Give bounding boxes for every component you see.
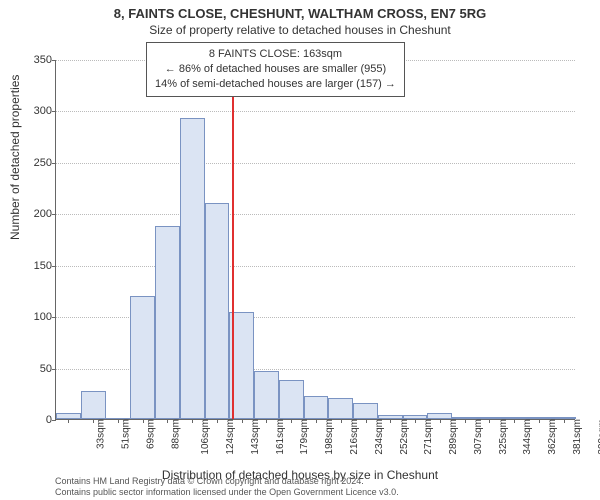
x-tick-label: 234sqm bbox=[368, 419, 385, 455]
x-tick bbox=[118, 419, 119, 423]
x-tick bbox=[242, 419, 243, 423]
y-tick-label: 300 bbox=[26, 105, 56, 117]
histogram-bar bbox=[81, 391, 106, 419]
x-tick-label: 33sqm bbox=[90, 419, 107, 449]
x-tick bbox=[514, 419, 515, 423]
x-tick-label: 307sqm bbox=[467, 419, 484, 455]
x-tick bbox=[291, 419, 292, 423]
x-tick bbox=[93, 419, 94, 423]
title-address: 8, FAINTS CLOSE, CHESHUNT, WALTHAM CROSS… bbox=[0, 6, 600, 21]
x-tick-label: 106sqm bbox=[195, 419, 212, 455]
x-tick bbox=[316, 419, 317, 423]
title-block: 8, FAINTS CLOSE, CHESHUNT, WALTHAM CROSS… bbox=[0, 0, 600, 37]
x-tick bbox=[489, 419, 490, 423]
x-tick bbox=[366, 419, 367, 423]
annotation-box: 8 FAINTS CLOSE: 163sqm← 86% of detached … bbox=[146, 42, 405, 97]
x-tick bbox=[440, 419, 441, 423]
x-tick-label: 399sqm bbox=[591, 419, 600, 455]
x-tick bbox=[143, 419, 144, 423]
annotation-line: 14% of semi-detached houses are larger (… bbox=[155, 77, 396, 92]
x-tick-label: 161sqm bbox=[269, 419, 286, 455]
y-tick-label: 250 bbox=[26, 157, 56, 169]
histogram-bar bbox=[180, 118, 205, 419]
y-tick-label: 0 bbox=[26, 414, 56, 426]
histogram-bar bbox=[205, 203, 230, 419]
x-tick-label: 381sqm bbox=[566, 419, 583, 455]
x-tick bbox=[415, 419, 416, 423]
grid-line bbox=[56, 163, 575, 164]
x-tick bbox=[167, 419, 168, 423]
reference-line bbox=[232, 60, 234, 419]
x-tick-label: 124sqm bbox=[219, 419, 236, 455]
x-tick-label: 325sqm bbox=[492, 419, 509, 455]
x-tick-label: 271sqm bbox=[417, 419, 434, 455]
chart-plot-area: 05010015020025030035033sqm51sqm69sqm88sq… bbox=[55, 60, 575, 420]
attribution-text: Contains HM Land Registry data © Crown c… bbox=[55, 476, 590, 498]
x-tick bbox=[192, 419, 193, 423]
histogram-bar bbox=[155, 226, 180, 419]
x-tick-label: 69sqm bbox=[139, 419, 156, 449]
grid-line bbox=[56, 266, 575, 267]
x-tick-label: 198sqm bbox=[318, 419, 335, 455]
x-tick-label: 88sqm bbox=[164, 419, 181, 449]
histogram-bar bbox=[254, 371, 279, 419]
x-tick bbox=[341, 419, 342, 423]
histogram-bar bbox=[279, 380, 304, 419]
y-tick-label: 150 bbox=[26, 260, 56, 272]
plot-canvas: 05010015020025030035033sqm51sqm69sqm88sq… bbox=[55, 60, 575, 420]
title-subtitle: Size of property relative to detached ho… bbox=[0, 23, 600, 37]
attribution-line2: Contains public sector information licen… bbox=[55, 487, 590, 498]
x-tick-label: 51sqm bbox=[115, 419, 132, 449]
x-tick bbox=[465, 419, 466, 423]
histogram-bar bbox=[328, 398, 353, 419]
histogram-bar bbox=[353, 403, 378, 419]
x-tick bbox=[266, 419, 267, 423]
y-tick-label: 200 bbox=[26, 208, 56, 220]
x-tick-label: 216sqm bbox=[343, 419, 360, 455]
x-tick-label: 143sqm bbox=[244, 419, 261, 455]
x-tick-label: 252sqm bbox=[393, 419, 410, 455]
x-tick bbox=[564, 419, 565, 423]
annotation-line: 8 FAINTS CLOSE: 163sqm bbox=[155, 47, 396, 62]
grid-line bbox=[56, 214, 575, 215]
x-tick bbox=[539, 419, 540, 423]
histogram-bar bbox=[130, 296, 155, 419]
y-tick-label: 50 bbox=[26, 363, 56, 375]
attribution-line1: Contains HM Land Registry data © Crown c… bbox=[55, 476, 590, 487]
y-tick-label: 350 bbox=[26, 54, 56, 66]
x-tick bbox=[68, 419, 69, 423]
x-tick bbox=[217, 419, 218, 423]
x-tick-label: 362sqm bbox=[541, 419, 558, 455]
histogram-bar bbox=[304, 396, 329, 419]
x-tick-label: 289sqm bbox=[442, 419, 459, 455]
x-tick bbox=[390, 419, 391, 423]
x-tick-label: 179sqm bbox=[294, 419, 311, 455]
y-axis-label: Number of detached properties bbox=[8, 75, 22, 240]
x-tick-label: 344sqm bbox=[516, 419, 533, 455]
y-tick-label: 100 bbox=[26, 311, 56, 323]
grid-line bbox=[56, 111, 575, 112]
annotation-line: ← 86% of detached houses are smaller (95… bbox=[155, 62, 396, 77]
